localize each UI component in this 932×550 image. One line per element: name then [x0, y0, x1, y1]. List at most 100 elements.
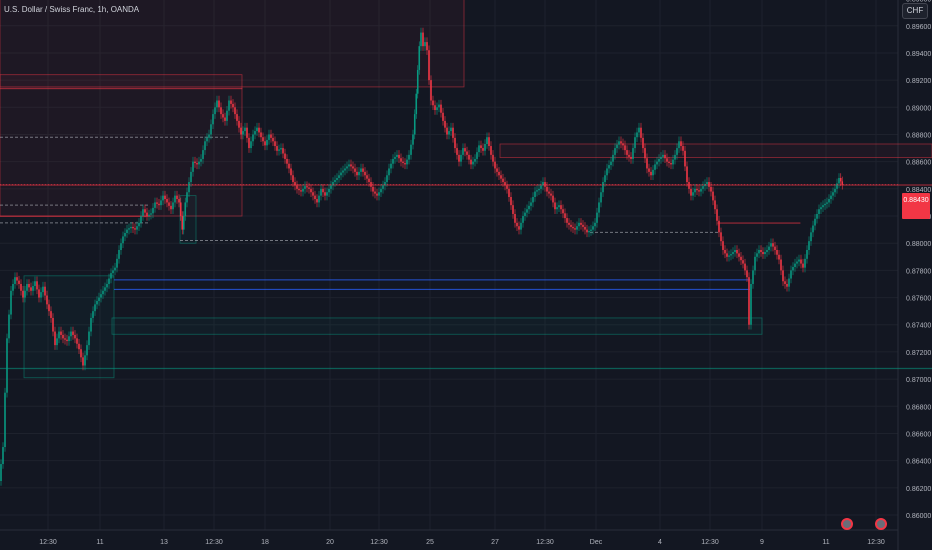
- candle-body: [676, 148, 678, 155]
- candle-body: [326, 192, 328, 196]
- x-tick-label-3: 12:30: [205, 539, 223, 546]
- candle-body: [556, 207, 558, 210]
- candle-body: [348, 164, 350, 167]
- candle-body: [638, 127, 640, 133]
- candle-body: [660, 156, 662, 159]
- candle-body: [288, 163, 290, 169]
- candle-body: [412, 134, 414, 145]
- candle-body: [178, 199, 180, 203]
- candle-body: [320, 188, 322, 196]
- candle-body: [302, 188, 304, 192]
- candle-body: [415, 93, 418, 115]
- candle-body: [834, 188, 836, 193]
- x-tick-label-13: 9: [760, 539, 764, 546]
- candle-body: [40, 292, 42, 298]
- candle-body: [60, 331, 62, 335]
- candle-body: [190, 171, 192, 183]
- candle-body: [462, 148, 464, 155]
- candle-body: [132, 226, 134, 229]
- candle-body: [182, 216, 185, 230]
- candle-body: [422, 32, 424, 47]
- candle-body: [372, 186, 374, 192]
- candle-body: [558, 205, 560, 208]
- x-tick-label-9: 12:30: [536, 539, 554, 546]
- candle-body: [378, 192, 380, 196]
- y-tick-label-2: 0.86400: [906, 459, 931, 466]
- candle-body: [388, 168, 390, 176]
- candle-body: [144, 209, 146, 213]
- last-price-value: 0.88430: [903, 197, 929, 204]
- candle-body: [114, 267, 116, 271]
- candle-body: [830, 195, 832, 200]
- candle-body: [162, 195, 164, 201]
- candle-body: [620, 141, 622, 144]
- candle-body: [64, 338, 66, 340]
- x-tick-label-2: 13: [160, 539, 168, 546]
- candle-body: [780, 259, 782, 271]
- candle-body: [702, 186, 704, 189]
- candle-body: [839, 177, 842, 182]
- candle-body: [116, 258, 118, 268]
- candle-body: [656, 161, 658, 165]
- candle-body: [418, 46, 421, 70]
- candle-body: [672, 159, 674, 165]
- candle-body: [138, 222, 140, 227]
- candle-body: [450, 127, 452, 132]
- candle-body: [722, 241, 724, 250]
- candle-body: [518, 226, 520, 230]
- candle-body: [134, 228, 136, 230]
- x-tick-label-6: 12:30: [370, 539, 388, 546]
- candle-body: [46, 295, 48, 305]
- candle-body: [312, 192, 314, 196]
- candle-body: [304, 186, 306, 189]
- candle-body: [654, 164, 656, 170]
- candle-body: [480, 145, 482, 149]
- candle-body: [646, 158, 648, 169]
- candle-body: [538, 188, 540, 191]
- candle-body: [530, 202, 532, 206]
- event-marker-icon-2[interactable]: [875, 518, 887, 530]
- supply-zone-0: [0, 0, 465, 88]
- candle-body: [626, 150, 628, 155]
- candle-body: [86, 345, 88, 356]
- candle-body: [508, 188, 510, 197]
- x-tick-label-10: Dec: [590, 539, 603, 546]
- candle-body: [232, 103, 234, 108]
- candle-body: [36, 281, 38, 290]
- candle-body: [730, 254, 732, 256]
- candle-body: [68, 336, 70, 342]
- candle-body: [360, 168, 362, 172]
- candle-body: [832, 192, 834, 196]
- candle-body: [784, 281, 786, 284]
- candle-body: [692, 192, 694, 196]
- candle-body: [186, 192, 188, 203]
- supply-zone-3: [499, 143, 932, 158]
- candle-body: [146, 212, 148, 217]
- candle-body: [598, 202, 600, 213]
- event-marker-icon-1[interactable]: [841, 518, 853, 530]
- candle-body: [370, 182, 372, 187]
- candle-body: [166, 199, 168, 203]
- candle-body: [164, 195, 166, 200]
- candle-body: [584, 226, 586, 230]
- candle-body: [824, 203, 826, 206]
- candle-body: [252, 134, 254, 142]
- candle-body: [222, 114, 224, 118]
- candle-body: [2, 447, 4, 465]
- currency-badge[interactable]: CHF: [902, 3, 928, 19]
- candle-body: [648, 168, 650, 172]
- candle-body: [404, 163, 406, 165]
- candle-body: [158, 203, 160, 206]
- x-tick-label-12: 12:30: [701, 539, 719, 546]
- candle-body: [278, 149, 280, 151]
- candle-body: [696, 188, 698, 191]
- candle-body: [512, 205, 514, 214]
- candle-body: [310, 188, 312, 193]
- candle-body: [130, 226, 132, 229]
- candle-body: [179, 202, 182, 217]
- candle-body: [28, 283, 30, 288]
- candle-body: [386, 175, 388, 183]
- candle-body: [698, 190, 700, 192]
